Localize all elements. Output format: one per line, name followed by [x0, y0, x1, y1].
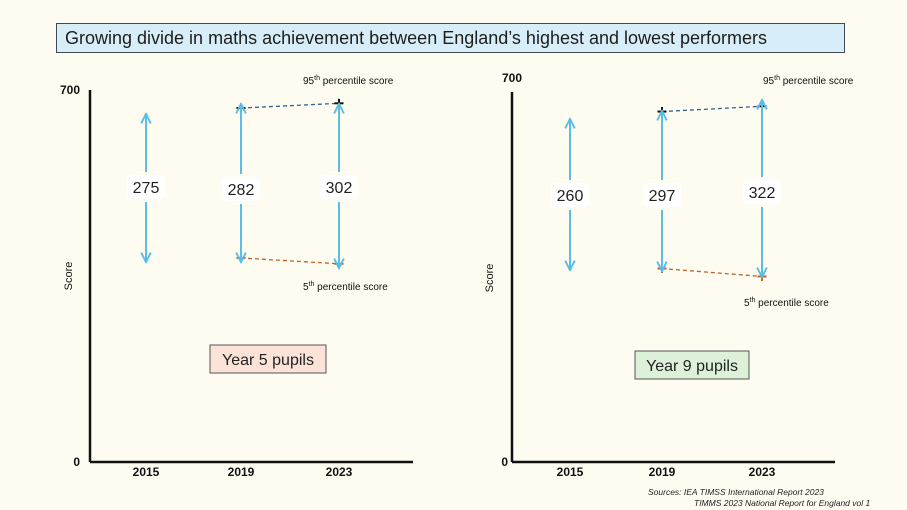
gap-label-2023: 322	[749, 185, 776, 202]
gap-label-bg-2023	[320, 175, 358, 199]
x-tick-label-2015: 2015	[557, 465, 584, 479]
x-tick-label-2019: 2019	[228, 465, 255, 479]
gap-label-2019: 297	[649, 188, 676, 205]
panel-1: 700 0 Score 2015 2019 2023 275 282 302 95th perce…	[60, 75, 413, 479]
x-tick-label-2019: 2019	[649, 465, 676, 479]
p95-series-line	[661, 105, 763, 113]
sources-line-1: Sources: IEA TIMSS International Report …	[648, 487, 824, 497]
p95-annotation: 95th percentile score	[763, 75, 854, 87]
panel-label-box	[634, 350, 750, 380]
gap-label-2015: 275	[133, 180, 160, 197]
y-tick-label-0: 0	[501, 455, 508, 469]
y-axis-label: Score	[484, 264, 496, 293]
p5-annotation: 5th percentile score	[303, 281, 388, 293]
y-axis-label: Score	[63, 262, 75, 291]
y-tick-label-0: 0	[73, 455, 80, 469]
y-tick-label-700: 700	[60, 83, 80, 97]
panel-label-box	[209, 344, 327, 374]
p5-series-line	[240, 257, 340, 265]
p5-annotation: 5th percentile score	[744, 297, 829, 309]
gap-label-bg-2019	[643, 183, 681, 207]
gap-label-2023: 302	[326, 180, 353, 197]
gap-label-bg-2019	[222, 177, 260, 201]
sources-note: Sources: IEA TIMSS International Report …	[648, 487, 903, 509]
x-tick-label-2023: 2023	[326, 465, 353, 479]
panel-label: Year 5 pupils	[222, 352, 314, 369]
x-tick-label-2023: 2023	[749, 465, 776, 479]
p95-series-line	[240, 102, 340, 109]
y-tick-label-700: 700	[502, 71, 522, 85]
gap-label-bg-2015	[127, 175, 165, 199]
p5-series-line	[661, 267, 763, 278]
p95-annotation: 95th percentile score	[303, 75, 394, 87]
gap-label-bg-2023	[743, 180, 781, 204]
gap-label-2019: 282	[228, 182, 255, 199]
gap-label-bg-2015	[551, 183, 589, 207]
sources-line-2: TIMMS 2023 National Report for England v…	[694, 498, 871, 508]
panel-2: 700 0 Score 2015 2019 2023 260 297 322 95th perce…	[484, 71, 854, 479]
panel-label: Year 9 pupils	[646, 358, 738, 375]
chart-title: Growing divide in maths achievement betw…	[56, 23, 845, 53]
x-tick-label-2015: 2015	[133, 465, 160, 479]
gap-label-2015: 260	[557, 188, 584, 205]
